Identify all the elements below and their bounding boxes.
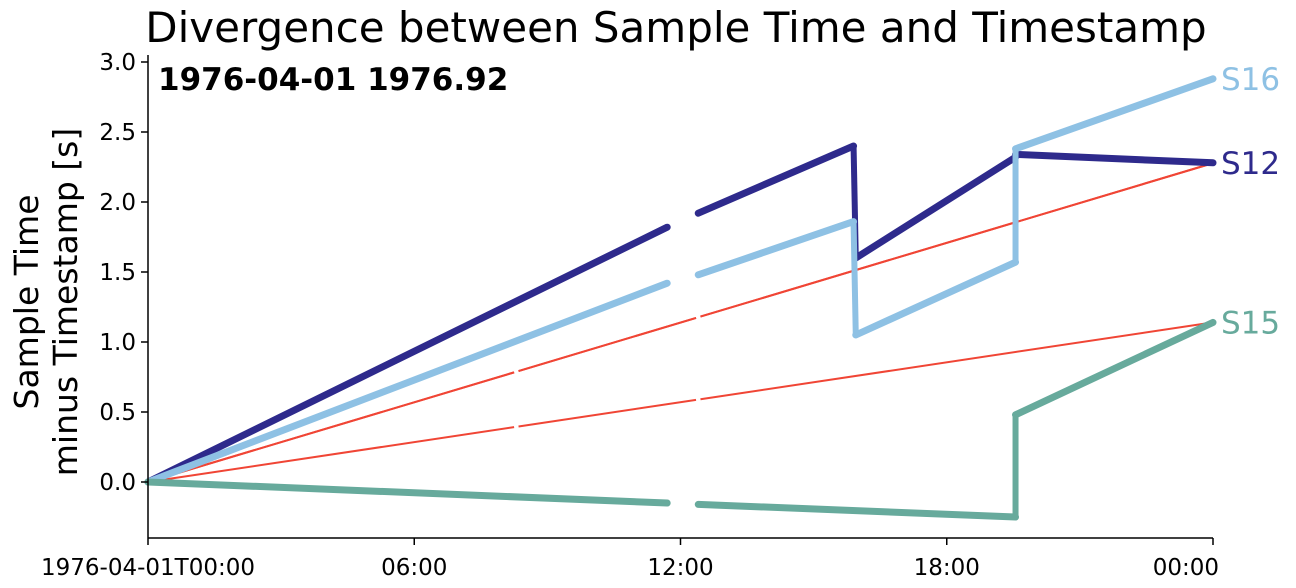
reference-line-3 bbox=[147, 426, 515, 483]
series-s16-segment-3 bbox=[852, 258, 1020, 339]
series-s15-segment-2 bbox=[694, 500, 1020, 521]
reference-line-3 bbox=[700, 321, 1214, 401]
date-annotation: 1976-04-01 1976.92 bbox=[158, 62, 508, 98]
series-label-s16: S16 bbox=[1221, 62, 1280, 98]
reference-line-3 bbox=[518, 398, 697, 428]
series-s12-segment-4 bbox=[1012, 150, 1217, 167]
x-tick-label: 06:00 bbox=[381, 555, 447, 581]
reference-line-2 bbox=[518, 316, 697, 373]
series-s16-segment-2 bbox=[694, 218, 858, 279]
series-s12-segment-2 bbox=[694, 142, 858, 217]
series-s16-segment-4 bbox=[1012, 75, 1217, 153]
series-s15-segment-1 bbox=[144, 478, 671, 507]
y-tick-label: 2.0 bbox=[99, 190, 136, 216]
y-tick-label: 1.5 bbox=[99, 260, 136, 286]
y-tick-label: 2.5 bbox=[99, 120, 136, 146]
series-s12-segment-3 bbox=[852, 153, 1020, 262]
series-s15-segment-3 bbox=[1012, 318, 1217, 419]
reference-line-2 bbox=[147, 371, 515, 483]
series-s16-jump-2 bbox=[850, 221, 859, 336]
y-axis-label-line2: minus Timestamp [s] bbox=[46, 128, 85, 476]
x-tick-label: 18:00 bbox=[914, 555, 980, 581]
plot-area: S12 S16 S15 0.0 0.5 1.0 1.5 2.0 2.5 3.0 1976-04-01… bbox=[41, 50, 1280, 581]
series-s16-segment-1 bbox=[144, 279, 671, 486]
series-label-s15: S15 bbox=[1221, 305, 1280, 341]
series-s12-segment-1 bbox=[144, 223, 671, 486]
series-label-s12: S12 bbox=[1221, 146, 1280, 182]
y-tick-label: 0.0 bbox=[99, 470, 136, 496]
y-tick-label: 0.5 bbox=[99, 400, 136, 426]
y-tick-label: 3.0 bbox=[99, 50, 136, 76]
x-tick-label: 00:00 bbox=[1153, 555, 1219, 581]
reference-line-2 bbox=[700, 162, 1214, 318]
y-tick-label: 1.0 bbox=[99, 330, 136, 356]
x-tick-label: 1976-04-01T00:00 bbox=[41, 555, 255, 581]
x-tick-label: 12:00 bbox=[647, 555, 713, 581]
chart-title: Divergence between Sample Time and Times… bbox=[145, 3, 1206, 52]
y-axis-label-line1: Sample Time bbox=[7, 195, 46, 410]
